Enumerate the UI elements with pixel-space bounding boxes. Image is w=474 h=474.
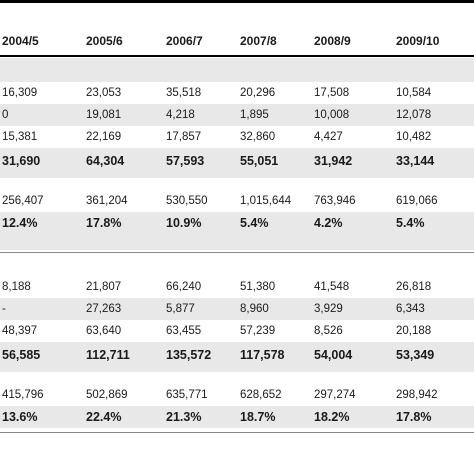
table-cell: 23,053 [86,87,122,99]
table-cell: 48,397 [2,325,38,337]
table-cell: 763,946 [314,195,356,207]
top-border [0,0,474,3]
table-cell: 297,274 [314,389,356,401]
table-row: 8,188 21,807 66,240 51,380 41,548 26,818 [0,276,474,298]
table-row: 415,796 502,869 635,771 628,652 297,274 … [0,384,474,406]
table-cell: 3,929 [314,303,343,315]
table-row: 16,309 23,053 35,518 20,296 17,508 10,58… [0,82,474,104]
table-cell: 18.7% [240,410,276,424]
table-cell: 20,296 [240,87,276,99]
table-cell: 32,860 [240,131,276,143]
table-cell: 12,078 [396,109,432,121]
table-cell: 10,584 [396,87,432,99]
table-cell: 8,188 [2,281,31,293]
header-cell: 2006/7 [166,34,203,48]
table-row: 0 19,081 4,218 1,895 10,008 12,078 [0,104,474,126]
table-cell: 17.8% [86,216,122,230]
table-cell: 4,427 [314,131,343,143]
header-cell: 2008/9 [314,34,351,48]
table-cell: 64,304 [86,154,125,168]
table-cell: 63,640 [86,325,122,337]
table-cell: 15,381 [2,131,38,143]
table-cell: 41,548 [314,281,350,293]
table-cell: 31,942 [314,154,353,168]
table-cell: 51,380 [240,281,276,293]
table-cell: 361,204 [86,195,128,207]
table-cell: 256,407 [2,195,44,207]
table-cell: 1,895 [240,109,269,121]
table-cell: 530,550 [166,195,208,207]
table-cell: 21.3% [166,410,202,424]
table-cell: 112,711 [86,348,130,362]
header-cell: 2004/5 [2,34,39,48]
table-cell: 27,263 [86,303,122,315]
table-cell: 628,652 [240,389,282,401]
table-row: 256,407 361,204 530,550 1,015,644 763,94… [0,190,474,212]
table-cell: 57,593 [166,154,205,168]
table-cell: 6,343 [396,303,425,315]
table-cell: 55,051 [240,154,279,168]
table-cell: 0 [2,109,9,121]
table-cell: 635,771 [166,389,208,401]
table-cell: 22.4% [86,410,122,424]
table-row: 15,381 22,169 17,857 32,860 4,427 10,482 [0,126,474,148]
table-cell: 63,455 [166,325,202,337]
table-cell: 20,188 [396,325,432,337]
header-cell: 2007/8 [240,34,277,48]
section-spacer [0,234,474,250]
table-cell: 5,877 [166,303,195,315]
table-cell: 4,218 [166,109,195,121]
table-cell: 35,518 [166,87,202,99]
total-row: 31,690 64,304 57,593 55,051 31,942 33,14… [0,148,474,178]
table-cell: 5.4% [396,216,425,230]
table-cell: 8,526 [314,325,343,337]
table-row: 48,397 63,640 63,455 57,239 8,526 20,188 [0,320,474,342]
table-cell: 66,240 [166,281,202,293]
header-cell: 2005/6 [86,34,123,48]
table-cell: 56,585 [2,348,41,362]
total-row: 56,585 112,711 135,572 117,578 54,004 53… [0,342,474,372]
table-cell: 54,004 [314,348,353,362]
percent-row: 12.4% 17.8% 10.9% 5.4% 4.2% 5.4% [0,212,474,234]
table-cell: 5.4% [240,216,269,230]
table-cell: 10,008 [314,109,350,121]
header-cell: 2009/10 [396,34,440,48]
table-cell: 19,081 [86,109,122,121]
row-spacer [0,372,474,384]
table-cell: 13.6% [2,410,38,424]
table-cell: 17,508 [314,87,350,99]
table-cell: - [2,303,6,315]
table-cell: 18.2% [314,410,350,424]
table-cell: 502,869 [86,389,128,401]
table-cell: 8,960 [240,303,269,315]
table-cell: 619,066 [396,195,438,207]
section-rule [0,252,474,253]
table-cell: 17.8% [396,410,432,424]
table-cell: 10,482 [396,131,432,143]
table-cell: 117,578 [240,348,285,362]
row-spacer [0,178,474,190]
bottom-rule [0,432,474,433]
table-cell: 26,818 [396,281,432,293]
table-cell: 12.4% [2,216,38,230]
section-spacer [0,58,474,82]
table-cell: 53,349 [396,348,435,362]
table-cell: 21,807 [86,281,122,293]
table-cell: 57,239 [240,325,276,337]
table-cell: 298,942 [396,389,438,401]
table-header: 2004/5 2005/6 2006/7 2007/8 2008/9 2009/… [0,28,474,54]
table-cell: 135,572 [166,348,212,362]
table-row: - 27,263 5,877 8,960 3,929 6,343 [0,298,474,320]
table-cell: 17,857 [166,131,202,143]
header-rule [0,55,474,57]
table-cell: 1,015,644 [240,195,292,207]
table-cell: 22,169 [86,131,122,143]
table-cell: 16,309 [2,87,38,99]
percent-row: 13.6% 22.4% 21.3% 18.7% 18.2% 17.8% [0,406,474,428]
table-cell: 31,690 [2,154,41,168]
table-cell: 10.9% [166,216,202,230]
table-cell: 33,144 [396,154,435,168]
table-cell: 4.2% [314,216,343,230]
table-cell: 415,796 [2,389,44,401]
